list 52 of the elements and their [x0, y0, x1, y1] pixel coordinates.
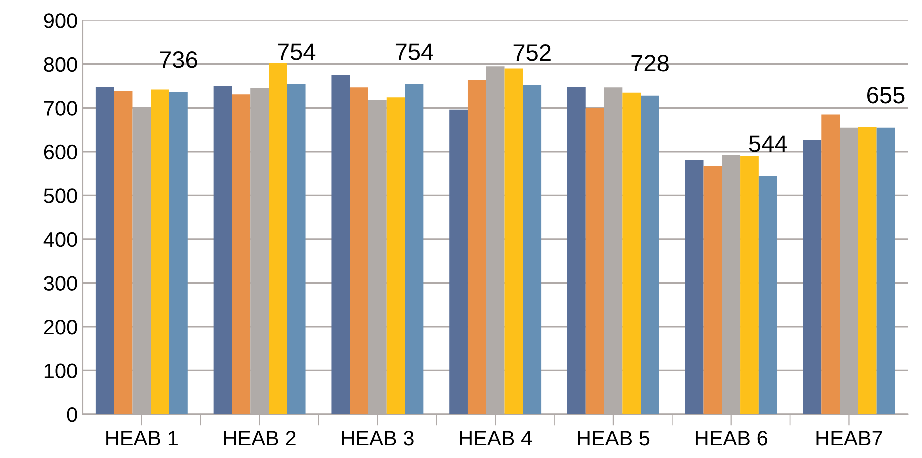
bar — [822, 114, 840, 414]
bar — [350, 88, 368, 414]
y-tick-label: 0 — [67, 407, 78, 422]
bar — [504, 68, 524, 414]
bar — [151, 90, 170, 414]
y-tick-label: 700 — [44, 101, 78, 116]
data-label: 736 — [160, 52, 198, 68]
x-tick-label: HEAB 2 — [224, 431, 296, 446]
x-tick-label: HEAB 3 — [342, 431, 414, 446]
bar — [386, 98, 406, 414]
data-label: 544 — [749, 136, 788, 152]
y-tick-label: 200 — [44, 320, 78, 335]
data-label: 655 — [868, 87, 905, 104]
bar — [641, 96, 660, 414]
bar — [758, 176, 778, 414]
bar — [586, 108, 604, 414]
data-label: 754 — [396, 44, 434, 60]
y-tick-label: 800 — [44, 57, 78, 72]
x-tick-label: HEAB 5 — [578, 431, 650, 446]
bar — [685, 160, 704, 414]
data-label: 754 — [278, 44, 316, 60]
x-tick-label: HEAB 4 — [460, 431, 532, 446]
bar — [704, 166, 722, 414]
bar — [468, 80, 486, 414]
bar — [567, 87, 586, 414]
x-tick-label: HEAB 1 — [106, 431, 178, 446]
bar — [876, 128, 896, 414]
y-tick-label: 100 — [44, 364, 78, 378]
bar — [858, 127, 877, 414]
x-tick-label: HEAB7 — [816, 431, 882, 446]
bar — [332, 75, 350, 414]
bar — [450, 110, 468, 414]
bar — [740, 156, 759, 414]
y-tick-label: 600 — [44, 144, 78, 160]
bar — [287, 84, 306, 414]
bar — [523, 85, 542, 414]
data-label: 728 — [632, 55, 669, 72]
bar — [96, 87, 114, 414]
x-tick-label: HEAB 6 — [696, 431, 768, 446]
data-label: 752 — [514, 44, 551, 62]
y-tick-label: 400 — [44, 232, 78, 248]
bar — [232, 94, 251, 414]
bar — [114, 92, 133, 414]
y-tick-label: 300 — [44, 276, 78, 291]
y-tick-label: 500 — [44, 188, 78, 204]
bar — [214, 86, 232, 414]
y-tick-label: 900 — [44, 14, 78, 28]
bar — [803, 140, 822, 414]
bar — [622, 92, 642, 414]
bar — [269, 63, 288, 414]
bar — [170, 92, 188, 414]
bar — [405, 84, 424, 414]
